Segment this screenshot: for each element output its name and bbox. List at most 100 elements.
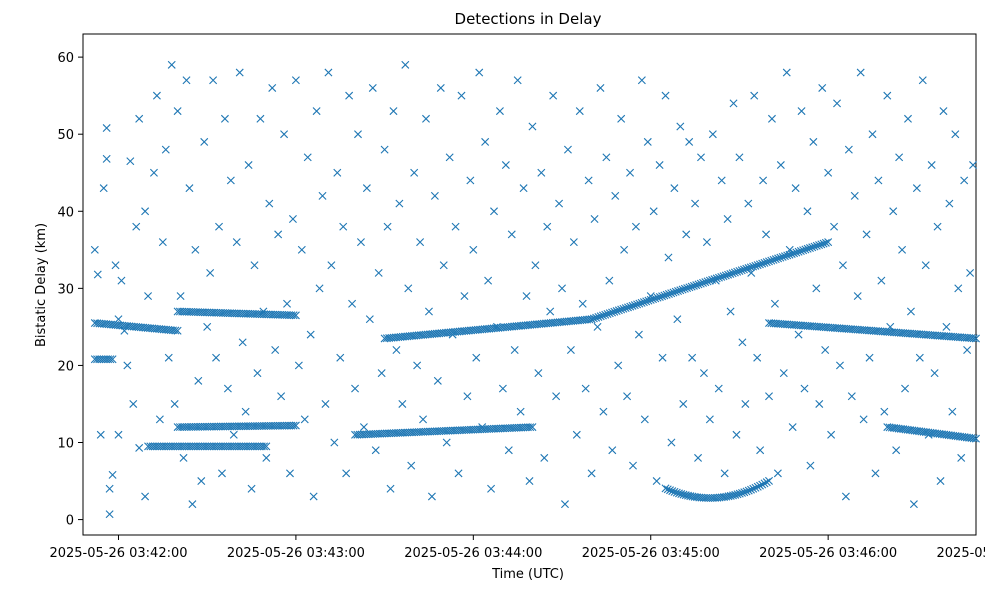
data-point <box>315 284 324 293</box>
data-point <box>850 191 859 200</box>
data-point <box>327 261 336 270</box>
data-point <box>936 477 945 486</box>
data-point <box>324 68 333 77</box>
data-point <box>351 384 360 393</box>
data-point <box>672 488 681 497</box>
data-point <box>675 489 684 498</box>
data-point <box>901 384 910 393</box>
data-point <box>835 361 844 370</box>
data-point <box>306 330 315 339</box>
data-point <box>726 307 735 316</box>
data-point <box>114 430 123 439</box>
data-point <box>733 490 742 499</box>
data-point <box>368 83 377 92</box>
data-point <box>892 446 901 455</box>
data-point <box>782 68 791 77</box>
data-point <box>963 346 972 355</box>
data-point <box>102 154 111 163</box>
data-point <box>738 338 747 347</box>
data-point <box>683 284 692 293</box>
data-point <box>696 279 705 288</box>
data-point <box>660 291 669 300</box>
x-tick-label: 2025-05-26 03:44:00 <box>404 546 542 561</box>
data-point <box>552 392 561 401</box>
data-point <box>774 254 783 263</box>
data-point <box>708 130 717 139</box>
data-point <box>717 176 726 185</box>
data-point <box>330 438 339 447</box>
data-point <box>691 199 700 208</box>
data-point <box>587 315 596 324</box>
data-point <box>699 278 708 287</box>
data-point <box>969 434 978 443</box>
data-point <box>200 137 209 146</box>
data-point <box>883 91 892 100</box>
data-point <box>203 322 212 331</box>
data-point <box>516 407 525 416</box>
data-point <box>220 114 229 123</box>
data-point <box>760 258 769 267</box>
data-point <box>731 490 740 499</box>
data-point <box>740 265 748 274</box>
data-point <box>120 326 129 335</box>
data-point <box>749 484 758 493</box>
data-point <box>803 244 812 253</box>
data-point <box>668 487 677 496</box>
data-point <box>507 230 516 239</box>
data-point <box>815 399 824 408</box>
data-point <box>865 353 874 362</box>
data-point <box>868 130 877 139</box>
data-point <box>487 484 496 493</box>
data-point <box>790 249 799 258</box>
data-point <box>602 153 611 162</box>
data-point <box>238 338 247 347</box>
data-point <box>930 369 939 378</box>
data-point <box>596 83 605 92</box>
data-point <box>942 322 951 331</box>
data-point <box>271 346 280 355</box>
data-point <box>262 453 271 462</box>
data-point <box>818 83 827 92</box>
data-point <box>694 280 703 289</box>
data-point <box>540 453 549 462</box>
data-point <box>939 107 948 116</box>
data-point <box>631 222 640 231</box>
data-point <box>729 491 738 500</box>
data-point <box>758 480 767 489</box>
data-point <box>844 145 853 154</box>
data-point <box>173 326 182 335</box>
data-point <box>661 91 670 100</box>
data-point <box>753 482 762 491</box>
data-point <box>194 376 203 385</box>
data-point <box>209 76 218 85</box>
data-point <box>161 145 170 154</box>
data-point <box>753 261 762 270</box>
data-point <box>874 176 883 185</box>
data-point <box>407 461 416 470</box>
data-point <box>788 423 797 432</box>
data-point <box>664 253 673 262</box>
data-point <box>724 270 733 279</box>
data-point <box>626 302 635 311</box>
data-point <box>664 289 673 298</box>
data-point <box>171 326 180 335</box>
data-point <box>226 176 235 185</box>
data-point <box>543 222 552 231</box>
data-point <box>321 399 330 408</box>
data-point <box>723 214 732 223</box>
data-point <box>679 399 688 408</box>
data-point <box>155 415 164 424</box>
data-point <box>762 258 771 267</box>
data-point <box>439 261 448 270</box>
data-point <box>114 315 123 324</box>
data-point <box>927 161 936 170</box>
data-point <box>525 477 534 486</box>
data-point <box>235 68 244 77</box>
data-point <box>260 442 269 451</box>
data-point <box>652 477 661 486</box>
data-point <box>566 346 575 355</box>
chart-title: Detections in Delay <box>455 10 602 28</box>
data-point <box>392 346 401 355</box>
data-point <box>398 399 407 408</box>
y-tick-label: 50 <box>57 128 74 143</box>
